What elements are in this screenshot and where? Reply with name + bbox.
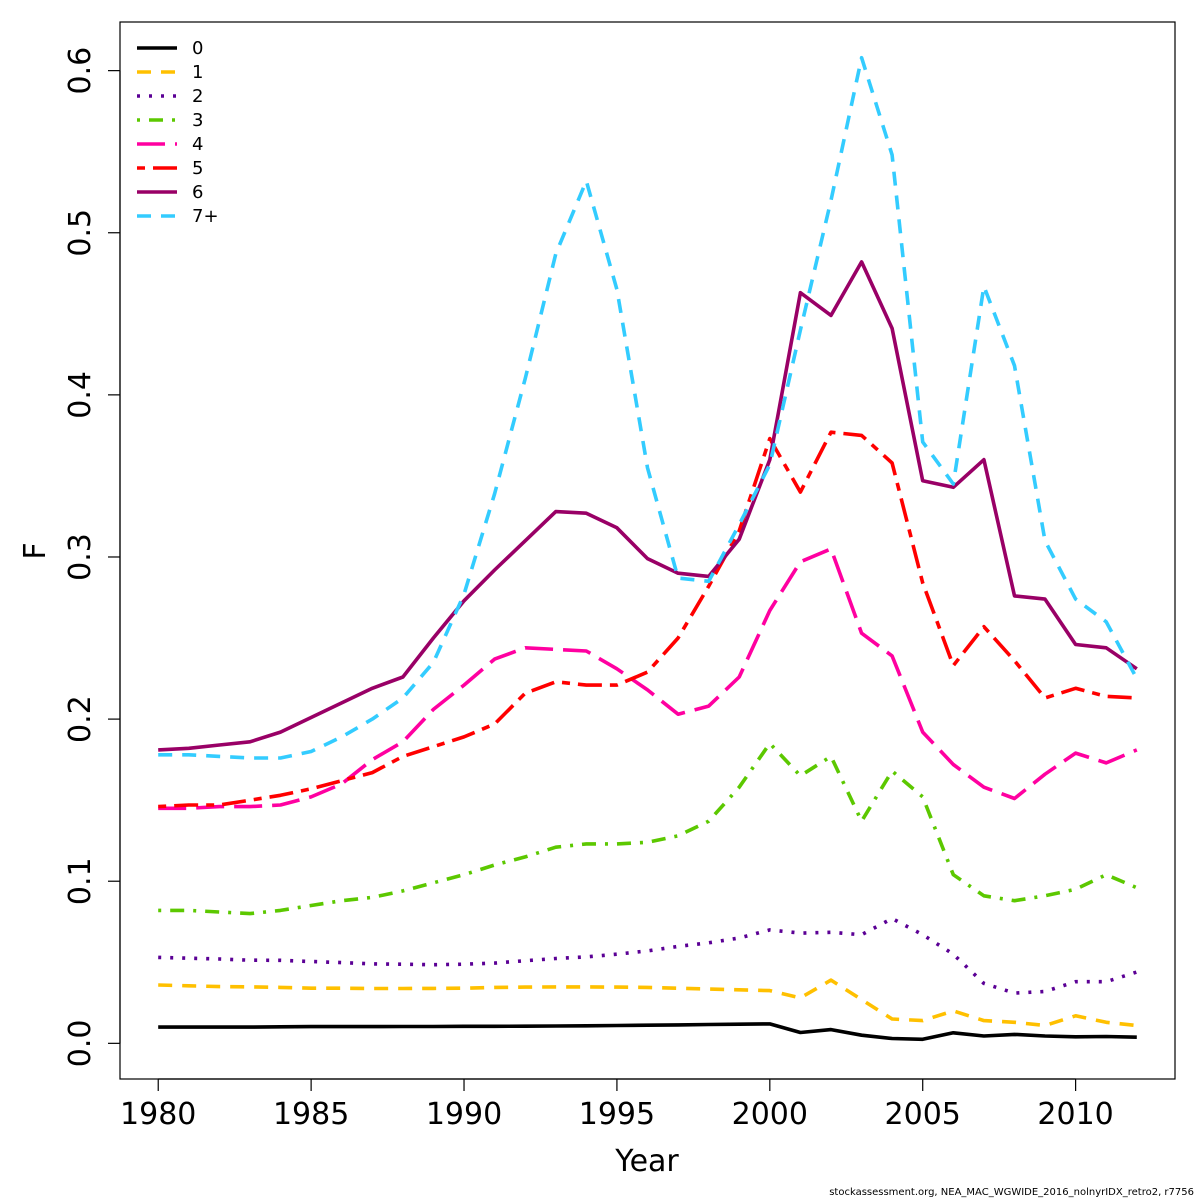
legend-label: 2 bbox=[192, 86, 203, 107]
y-axis-title: F bbox=[18, 542, 53, 559]
legend-label: 7+ bbox=[192, 206, 219, 227]
legend-label: 5 bbox=[192, 158, 203, 179]
y-tick-label: 0.6 bbox=[63, 47, 98, 95]
y-tick-label: 0.0 bbox=[63, 1019, 98, 1067]
x-tick-label: 1985 bbox=[273, 1097, 349, 1132]
series-line-3 bbox=[158, 741, 1138, 916]
x-tick-label: 2010 bbox=[1037, 1097, 1113, 1132]
x-tick-label: 1980 bbox=[120, 1097, 196, 1132]
y-tick-label: 0.3 bbox=[63, 533, 98, 581]
legend-label: 0 bbox=[192, 38, 203, 59]
x-axis: 1980 1985 1990 1995 2000 2005 2010 bbox=[120, 1078, 1114, 1132]
x-axis-title: Year bbox=[614, 1144, 679, 1179]
series-layer bbox=[158, 55, 1139, 1042]
series-line-1 bbox=[158, 978, 1137, 1028]
series-line-7plus bbox=[158, 55, 1139, 760]
legend-label: 1 bbox=[192, 62, 203, 83]
y-tick-label: 0.5 bbox=[63, 209, 98, 257]
x-tick-label: 2000 bbox=[732, 1097, 808, 1132]
series-line-0 bbox=[158, 1022, 1137, 1042]
series-line-4 bbox=[158, 547, 1138, 811]
x-tick-label: 1995 bbox=[579, 1097, 655, 1132]
y-tick-label: 0.2 bbox=[63, 695, 98, 743]
legend: 0 1 2 3 4 5 6 7+ bbox=[137, 38, 219, 227]
y-axis: 0.0 0.1 0.2 0.3 0.4 0.5 0.6 bbox=[63, 47, 121, 1067]
footer-credit: stockassessment.org, NEA_MAC_WGWIDE_2016… bbox=[829, 1187, 1194, 1198]
legend-label: 4 bbox=[192, 134, 203, 155]
series-line-5 bbox=[158, 430, 1137, 809]
legend-label: 3 bbox=[192, 110, 203, 131]
y-tick-label: 0.1 bbox=[63, 857, 98, 905]
series-line-6 bbox=[158, 260, 1138, 752]
legend-label: 6 bbox=[192, 182, 203, 203]
x-tick-label: 2005 bbox=[885, 1097, 961, 1132]
x-tick-label: 1990 bbox=[426, 1097, 502, 1132]
y-tick-label: 0.4 bbox=[63, 371, 98, 419]
